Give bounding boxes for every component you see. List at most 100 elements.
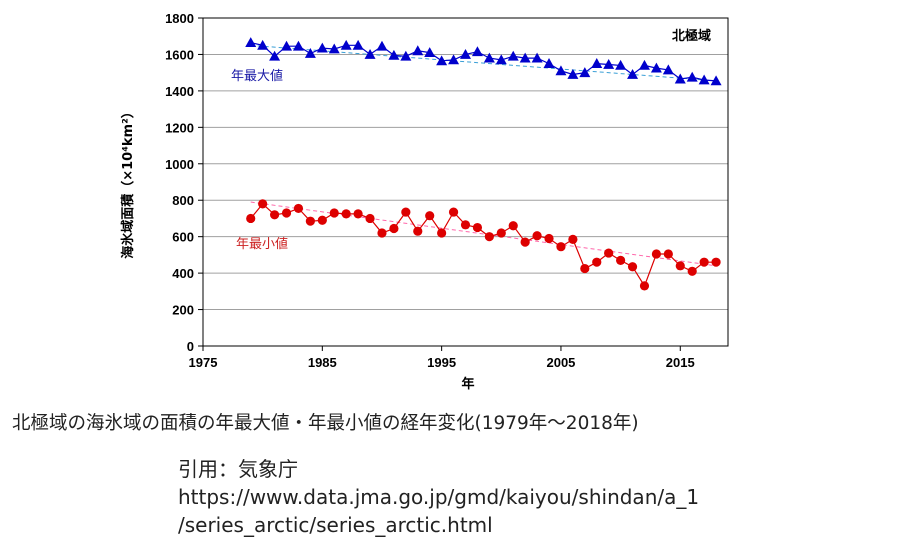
plot-area-frame [202, 17, 729, 347]
data-point [424, 47, 436, 58]
data-point [317, 215, 327, 225]
series-min [246, 199, 721, 291]
data-point [662, 64, 674, 75]
data-point [269, 50, 281, 61]
x-tick-label: 2015 [666, 355, 695, 370]
data-point [437, 228, 447, 238]
data-point [531, 52, 543, 63]
data-point [699, 257, 709, 267]
data-point [579, 67, 591, 78]
data-point [460, 48, 471, 59]
x-tick-label: 1985 [308, 355, 337, 370]
data-point [627, 262, 638, 272]
data-point [638, 59, 650, 70]
data-point [675, 261, 685, 271]
data-point [674, 73, 686, 84]
x-axis-title: 年 [461, 376, 474, 392]
data-point [269, 210, 280, 220]
data-point [592, 257, 602, 267]
data-point [711, 257, 721, 267]
data-point [604, 248, 614, 258]
data-point [460, 220, 471, 230]
data-point [483, 52, 495, 63]
data-point [639, 281, 650, 291]
data-point [471, 46, 483, 57]
data-point [556, 242, 566, 252]
y-tick-label: 600 [172, 230, 194, 245]
trend-line [250, 44, 717, 82]
series-line [250, 42, 717, 82]
data-point [507, 50, 519, 61]
data-point [329, 208, 339, 218]
data-point [425, 211, 435, 221]
data-point [304, 48, 316, 58]
data-point [413, 226, 423, 236]
data-point [686, 71, 698, 82]
series-line [250, 203, 717, 288]
x-tick-label: 1995 [427, 355, 456, 370]
data-point [651, 249, 662, 259]
data-point [305, 216, 315, 226]
y-tick-label: 400 [172, 266, 194, 281]
data-point [258, 199, 268, 209]
region-label: 北極域 [672, 28, 711, 44]
data-point [448, 207, 459, 217]
source-url-line2: /series_arctic/series_arctic.html [178, 513, 493, 537]
data-point [246, 213, 256, 224]
data-point [364, 48, 376, 59]
data-point [400, 50, 412, 61]
trend-line [250, 201, 717, 267]
y-tick-label: 1400 [165, 84, 194, 99]
data-point [543, 58, 555, 68]
data-point [377, 228, 387, 238]
data-point [353, 209, 363, 219]
data-point [436, 55, 448, 66]
grid-lines [203, 53, 728, 311]
data-point [281, 208, 292, 218]
data-point [412, 45, 424, 56]
data-point [580, 263, 590, 274]
min-series-label: 年最小値 [236, 236, 288, 252]
data-point [508, 221, 518, 231]
data-point [388, 49, 400, 60]
data-point [293, 203, 304, 214]
data-point [532, 231, 542, 241]
x-axis-ticks: 1975 1985 1995 2005 2015 [189, 346, 695, 370]
y-tick-label: 1000 [165, 157, 194, 172]
data-point [401, 207, 411, 217]
y-axis-title: 海氷域面積（×10⁴km²） [120, 105, 136, 259]
data-point [389, 223, 399, 234]
data-point [698, 74, 710, 85]
x-tick-label: 1975 [189, 355, 218, 370]
data-point [292, 40, 304, 51]
data-point [495, 54, 507, 65]
data-point [448, 54, 460, 65]
y-tick-label: 800 [172, 193, 194, 208]
data-point [603, 58, 615, 69]
y-tick-label: 1200 [165, 120, 194, 135]
source-citation: 引用：気象庁 https://www.data.jma.go.jp/gmd/ka… [178, 455, 699, 539]
data-point [484, 232, 494, 242]
data-point [341, 209, 351, 219]
data-point [591, 58, 603, 68]
data-point [281, 40, 293, 51]
data-point [687, 266, 697, 276]
data-point [376, 40, 388, 51]
data-point [328, 43, 340, 54]
data-point [316, 42, 328, 53]
data-point [519, 52, 531, 63]
data-point [257, 39, 269, 50]
data-point [365, 213, 375, 224]
data-point [520, 237, 530, 247]
data-point [616, 255, 626, 265]
data-point [615, 59, 627, 70]
y-tick-label: 1800 [165, 11, 194, 26]
data-point [568, 234, 578, 244]
y-tick-label: 1600 [165, 47, 194, 62]
data-point [710, 75, 722, 86]
data-point [352, 39, 364, 50]
y-tick-label: 200 [172, 303, 194, 318]
max-series-label: 年最大値 [231, 68, 283, 84]
data-point [340, 39, 352, 50]
